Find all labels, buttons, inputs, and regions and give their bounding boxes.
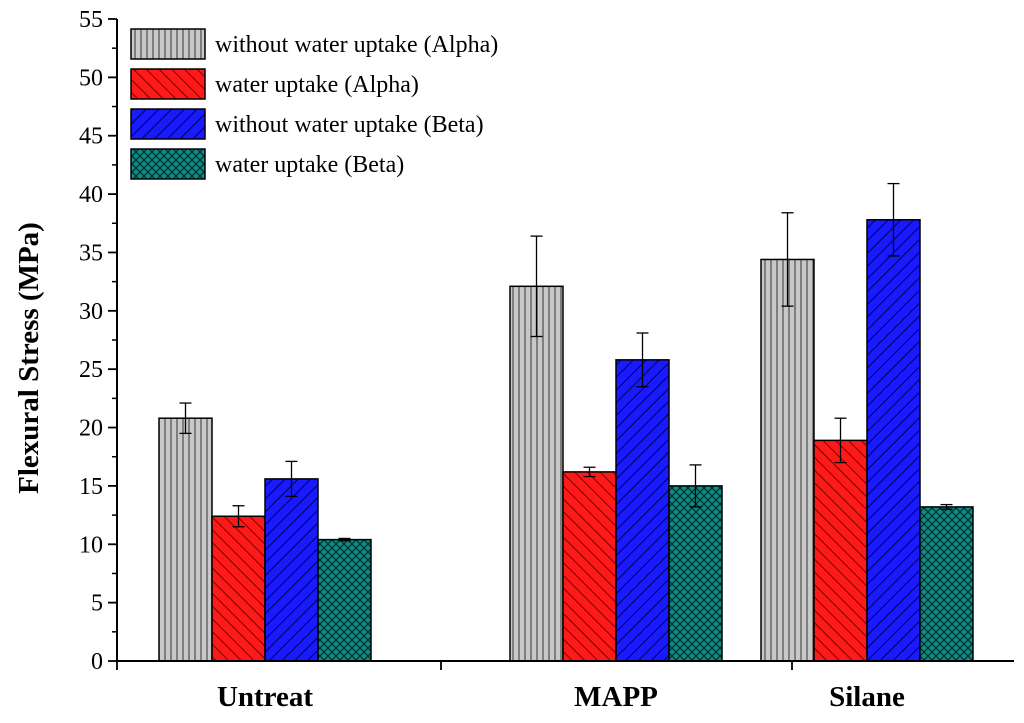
bar-2-untreat [211, 515, 266, 662]
legend-swatch-1 [130, 28, 206, 60]
legend-label-3: without water uptake (Beta) [215, 112, 484, 138]
legend-label-4: water uptake (Beta) [215, 152, 404, 178]
y-tick-label: 10 [79, 532, 103, 558]
x-tick-label-untreat: Untreat [217, 681, 313, 713]
bar-3-untreat [264, 478, 319, 662]
y-tick-label: 40 [79, 182, 103, 208]
bar-1-mapp [509, 285, 564, 662]
y-tick-label: 20 [79, 416, 103, 442]
bars-layer [158, 182, 974, 662]
bar-1-untreat [158, 417, 213, 662]
bar-2-silane [813, 439, 868, 662]
axes-layer: 0 5 10 15 20 25 30 35 40 45 50 55 Untreat MAPP Silane F… [13, 7, 1014, 713]
y-tick-label: 25 [79, 357, 103, 383]
y-axis-title: Flexural Stress (MPa) [13, 222, 45, 494]
bar-1-silane [760, 258, 815, 662]
x-tick-label-silane: Silane [829, 681, 905, 713]
y-tick-label: 5 [91, 591, 103, 617]
y-tick-label: 45 [79, 124, 103, 150]
legend-swatch-3 [130, 108, 206, 140]
y-tick-label: 30 [79, 299, 103, 325]
bar-2-mapp [562, 471, 617, 662]
y-tick-label: 35 [79, 240, 103, 266]
x-tick-label-mapp: MAPP [574, 681, 658, 713]
y-tick-label: 15 [79, 474, 103, 500]
legend-label-2: water uptake (Alpha) [215, 72, 419, 98]
bar-4-untreat [317, 538, 372, 662]
legend-swatch-4 [130, 148, 206, 180]
bar-4-silane [919, 506, 974, 662]
legend: without water uptake (Alpha) water uptake… [130, 28, 498, 180]
bar-3-mapp [615, 359, 670, 662]
y-tick-label: 50 [79, 65, 103, 91]
y-tick-label: 55 [79, 7, 103, 33]
bar-4-mapp [668, 485, 723, 662]
bar-3-silane [866, 219, 921, 662]
y-tick-label: 0 [91, 649, 103, 675]
legend-label-1: without water uptake (Alpha) [215, 32, 498, 58]
legend-swatch-2 [130, 68, 206, 100]
